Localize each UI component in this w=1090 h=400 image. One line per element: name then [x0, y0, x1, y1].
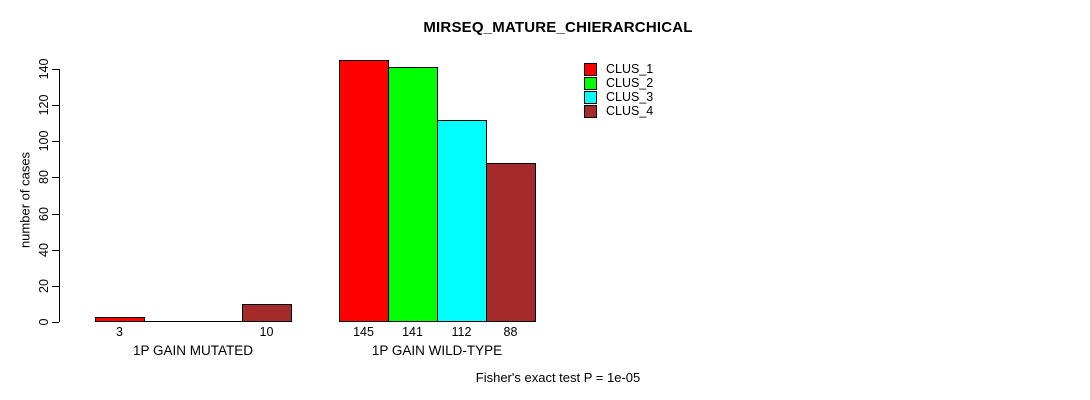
y-axis-tick-label: 20: [37, 279, 51, 293]
y-axis-tick: [52, 322, 59, 323]
bar-clus_1-group1: [95, 317, 145, 322]
y-axis-tick-label: 140: [37, 58, 51, 80]
legend-swatch-clus_3: [584, 91, 597, 104]
x-axis-category-label: 1P GAIN MUTATED: [132, 343, 254, 358]
legend-label-clus_3: CLUS_3: [606, 90, 654, 104]
bar-clus_4-group2: [486, 163, 536, 322]
annotation-fishers-test: Fisher's exact test P = 1e-05: [475, 370, 641, 385]
legend-swatch-clus_1: [584, 63, 597, 76]
y-axis-tick-label: 100: [37, 130, 51, 152]
y-axis-tick: [52, 177, 59, 178]
bar-value-label: 88: [503, 325, 518, 339]
x-axis-category-label: 1P GAIN WILD-TYPE: [371, 343, 503, 358]
y-axis-tick-label: 60: [37, 207, 51, 221]
legend-label-clus_4: CLUS_4: [606, 104, 654, 118]
y-axis-tick: [52, 214, 59, 215]
bar-value-label: 3: [116, 325, 123, 339]
y-axis-tick: [52, 105, 59, 106]
y-axis-tick-label: 0: [37, 318, 51, 326]
bar-value-label: 141: [402, 325, 423, 339]
bar-clus_2-group2: [388, 67, 438, 322]
y-axis-tick: [52, 250, 59, 251]
legend-swatch-clus_4: [584, 105, 597, 118]
legend-label-clus_2: CLUS_2: [606, 76, 654, 90]
bar-value-label: 145: [353, 325, 374, 339]
legend-swatch-clus_2: [584, 77, 597, 90]
chart-title: MIRSEQ_MATURE_CHIERARCHICAL: [423, 19, 693, 36]
y-axis-title: number of cases: [17, 151, 33, 249]
y-axis-tick: [52, 141, 59, 142]
y-axis-tick-label: 80: [37, 170, 51, 184]
bar-value-label: 112: [451, 325, 472, 339]
y-axis-tick: [52, 69, 59, 70]
bar-clus_4-group1: [242, 304, 292, 322]
bar-value-label: 10: [259, 325, 274, 339]
y-axis-tick-label: 40: [37, 243, 51, 257]
legend-label-clus_1: CLUS_1: [606, 62, 654, 76]
bar-clus_3-group2: [437, 120, 487, 322]
y-axis-tick-label: 120: [37, 94, 51, 116]
x-axis-baseline: [95, 321, 292, 322]
y-axis-line: [59, 69, 60, 322]
bar-clus_1-group2: [339, 60, 389, 322]
y-axis-tick: [52, 286, 59, 287]
